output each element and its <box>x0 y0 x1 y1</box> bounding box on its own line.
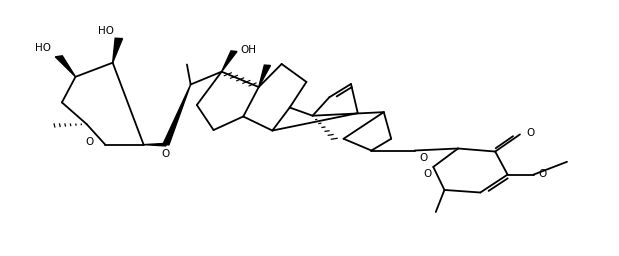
Text: OH: OH <box>240 45 256 55</box>
Polygon shape <box>259 65 271 87</box>
Polygon shape <box>113 38 123 63</box>
Text: O: O <box>162 149 170 159</box>
Polygon shape <box>222 51 237 72</box>
Text: HO: HO <box>98 26 114 36</box>
Polygon shape <box>55 56 76 77</box>
Text: O: O <box>85 136 94 147</box>
Text: O: O <box>526 128 534 138</box>
Text: O: O <box>420 153 428 163</box>
Text: O: O <box>539 169 547 179</box>
Polygon shape <box>163 84 191 145</box>
Polygon shape <box>144 143 166 146</box>
Text: HO: HO <box>35 43 51 53</box>
Text: O: O <box>423 169 431 179</box>
